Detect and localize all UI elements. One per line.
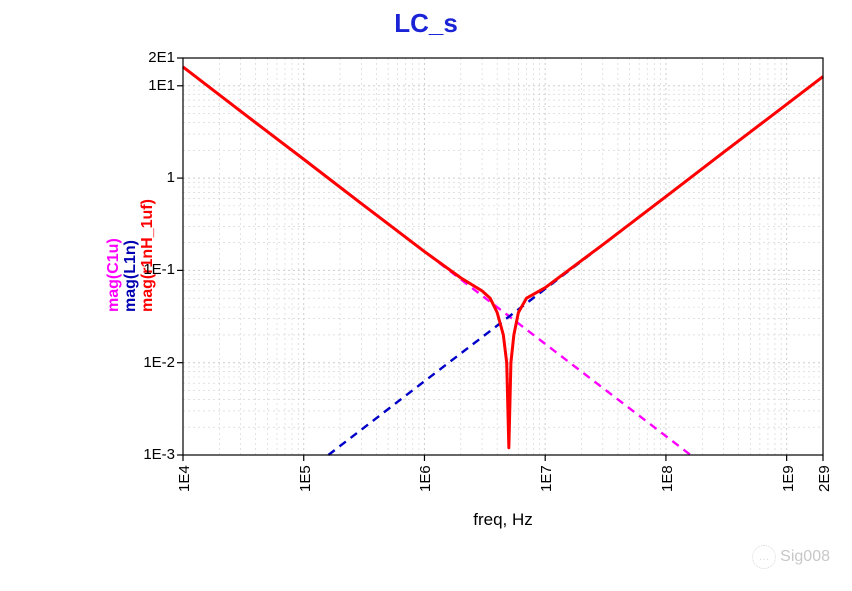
- y-tick-label: 1E-1: [143, 261, 175, 278]
- watermark-icon: …: [752, 545, 776, 569]
- y-tick-label: 1E-3: [143, 446, 175, 463]
- watermark: … Sig008: [752, 545, 830, 569]
- ylabel-c1u: mag(C1u): [105, 238, 122, 312]
- watermark-text: Sig008: [780, 548, 830, 566]
- y-tick-label: 1: [167, 169, 175, 186]
- x-tick-label: 1E4: [176, 465, 193, 492]
- plot-area: [183, 58, 823, 455]
- y-tick-label: 1E1: [148, 77, 175, 94]
- x-axis-label: freq, Hz: [183, 510, 823, 530]
- y-tick-label: 2E1: [148, 49, 175, 66]
- y-tick-label: 1E-2: [143, 354, 175, 371]
- chart-container: LC_s mag(C1u) mag(L1n) mag(r1nH_1uf) 1E4…: [0, 0, 852, 591]
- x-tick-label: 1E6: [417, 465, 434, 492]
- chart-title: LC_s: [0, 8, 852, 39]
- y-axis-label-stack: mag(C1u): [105, 238, 123, 312]
- y-axis-label-stack-2: mag(L1n): [122, 240, 140, 312]
- ylabel-l1n: mag(L1n): [122, 240, 139, 312]
- x-tick-label: 1E8: [659, 465, 676, 492]
- ylabel-r1nh: mag(r1nH_1uf): [139, 199, 156, 312]
- x-tick-label: 1E9: [780, 465, 797, 492]
- x-tick-label: 2E9: [816, 465, 833, 492]
- x-tick-label: 1E5: [297, 465, 314, 492]
- x-tick-label: 1E7: [538, 465, 555, 492]
- y-axis-label-stack-3: mag(r1nH_1uf): [139, 199, 157, 312]
